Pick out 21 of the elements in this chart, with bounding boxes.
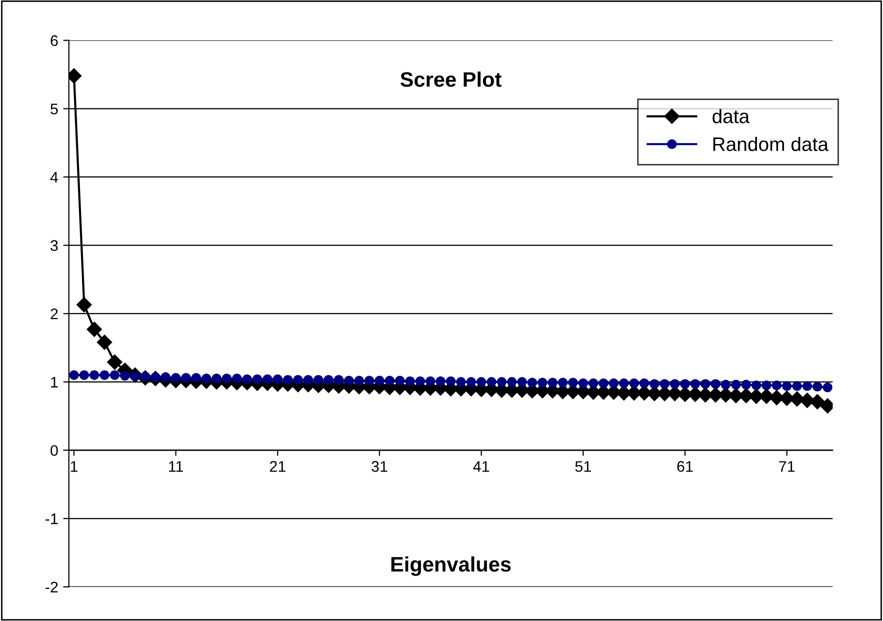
- x-tick-label: 1: [70, 461, 78, 472]
- y-tick-label: 3: [50, 240, 58, 251]
- text: Scree Plot: [400, 72, 502, 87]
- y-tick-label: 5: [50, 104, 58, 114]
- legend-label: Random data: [713, 136, 829, 152]
- x-tick-label: 51: [575, 461, 591, 472]
- x-tick-label: 21: [270, 461, 286, 472]
- y-tick-label: 1: [51, 376, 58, 388]
- x-tick-label: 41: [473, 461, 490, 472]
- y-tick-label: 2: [50, 308, 58, 320]
- x-tick-label: 31: [372, 461, 388, 472]
- x-tick-label: 71: [779, 461, 795, 472]
- x-tick-label: 61: [677, 461, 693, 472]
- y-tick-label: -2: [46, 582, 58, 592]
- y-tick-label: 6: [50, 35, 58, 46]
- y-tick-label: 0: [50, 445, 58, 456]
- y-tick-label: 4: [50, 172, 58, 183]
- y-tick-label: -1: [46, 514, 58, 524]
- legend-label: data: [712, 108, 750, 124]
- x-tick-label: 11: [169, 461, 183, 472]
- x-axis-title: Eigenvalues: [391, 556, 511, 576]
